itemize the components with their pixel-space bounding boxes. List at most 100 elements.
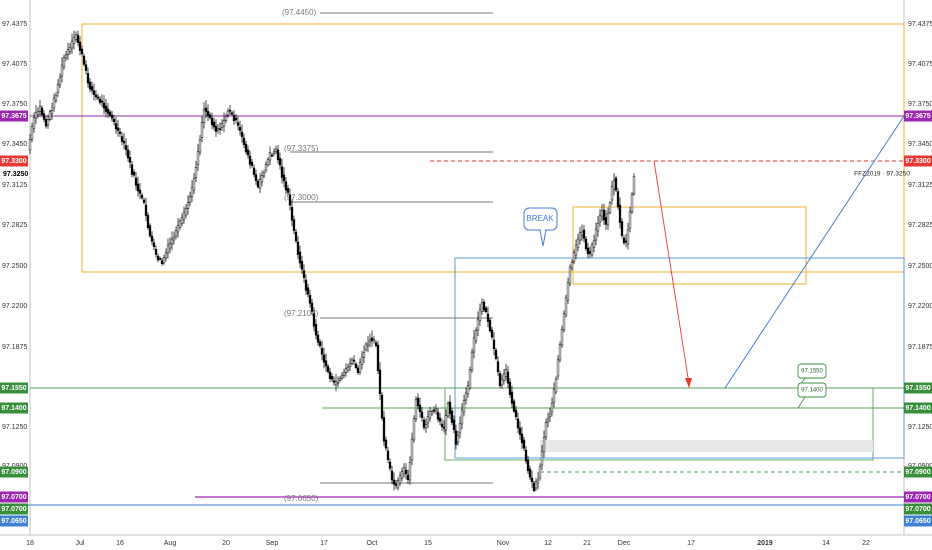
candle-body <box>576 238 580 248</box>
candle-body <box>128 157 132 163</box>
candle-body <box>514 409 518 418</box>
grey-zone <box>540 440 873 452</box>
x-tick-label: 17 <box>320 540 328 547</box>
candle-body <box>612 180 616 190</box>
candle-body <box>588 251 592 254</box>
candle-body <box>404 469 408 475</box>
candle-body <box>38 106 42 112</box>
candle-body <box>268 152 272 161</box>
candle-body <box>186 202 190 210</box>
candle-body <box>296 241 300 255</box>
candle-body <box>204 107 208 112</box>
candle-body <box>276 149 280 160</box>
candle-body <box>426 415 430 424</box>
y-tick-left-label: 97.1875 <box>2 344 27 351</box>
y-tick-left-label: 97.3450 <box>2 141 27 148</box>
candle-body <box>150 235 154 242</box>
candle-body <box>412 418 416 441</box>
candle-body <box>332 380 336 383</box>
fib-label-1: (97.4450) <box>282 8 317 17</box>
candle-body <box>314 324 318 336</box>
candle-body <box>280 166 284 178</box>
candle-body <box>458 423 462 434</box>
candle-body <box>626 229 630 245</box>
candle-body <box>624 240 628 243</box>
candle-body <box>96 96 100 99</box>
candle-body <box>32 117 36 129</box>
candle-body <box>462 400 466 413</box>
candle-body <box>388 461 392 469</box>
candle-body <box>318 341 322 347</box>
candle-body <box>496 361 500 372</box>
price-tag-right-text: 97.0650 <box>905 518 930 525</box>
candle-body <box>562 313 566 331</box>
candle-body <box>590 244 594 256</box>
candle-body <box>520 433 524 444</box>
candle-body <box>378 369 382 395</box>
candle-body <box>540 450 544 466</box>
candle-body <box>396 480 400 489</box>
candle-body <box>438 417 442 422</box>
candle-body <box>542 437 546 453</box>
candle-body <box>230 112 234 115</box>
candle-body <box>214 125 218 132</box>
candle-body <box>102 102 106 109</box>
price-tag-left <box>0 466 28 478</box>
candle-body <box>614 177 618 191</box>
candle-body <box>586 247 590 255</box>
candle-body <box>100 100 104 103</box>
y-tick-left-label: 97.2200 <box>2 303 27 310</box>
yellow-consolidation-box <box>572 206 807 285</box>
x-tick-label: Oct <box>367 540 378 547</box>
candle-body <box>516 418 520 429</box>
x-tick-label: 18 <box>26 540 34 547</box>
candle-body <box>556 359 560 377</box>
candle-body <box>152 242 156 247</box>
price-tag-left <box>0 382 28 394</box>
candle-body <box>262 172 266 177</box>
candle-body <box>488 319 492 332</box>
candle-body <box>50 110 54 114</box>
candle-body <box>352 359 356 362</box>
candle-body <box>368 339 372 343</box>
price-tag-left <box>0 491 28 503</box>
candle-body <box>112 119 116 123</box>
candle-body <box>328 371 332 379</box>
candle-body <box>340 374 344 379</box>
candle-body <box>260 175 264 183</box>
candle-body <box>238 127 242 131</box>
candle-body <box>192 178 196 191</box>
candle-body <box>416 397 420 406</box>
candle-body <box>454 430 458 445</box>
candle-body <box>398 475 402 484</box>
candle-body <box>442 426 446 429</box>
candle-body <box>448 401 452 415</box>
candle-body <box>610 186 614 201</box>
red-arrow-head <box>685 378 692 388</box>
candle-body <box>194 166 198 178</box>
candle-body <box>264 164 268 171</box>
label-1550-box <box>797 363 827 379</box>
candle-body <box>166 244 170 254</box>
candle-body <box>538 466 542 479</box>
candle-body <box>312 313 316 327</box>
x-tick-label: 15 <box>424 540 432 547</box>
price-tag-right-text: 97.0900 <box>905 469 930 476</box>
candle-body <box>492 339 496 350</box>
candle-body <box>494 349 498 360</box>
candle-body <box>284 181 288 191</box>
candle-body <box>380 394 384 419</box>
candle-body <box>320 348 324 355</box>
candle-body <box>544 422 548 438</box>
x-tick-label: 22 <box>862 540 870 547</box>
candle-body <box>108 111 112 116</box>
candle-body <box>248 155 252 165</box>
candle-body <box>116 127 120 131</box>
candle-body <box>62 57 66 68</box>
candle-body <box>482 301 486 311</box>
candle-body <box>80 48 84 55</box>
candle-body <box>414 399 418 420</box>
price-tag-left-text: 97.1400 <box>1 405 26 412</box>
price-tag-right <box>904 155 932 167</box>
